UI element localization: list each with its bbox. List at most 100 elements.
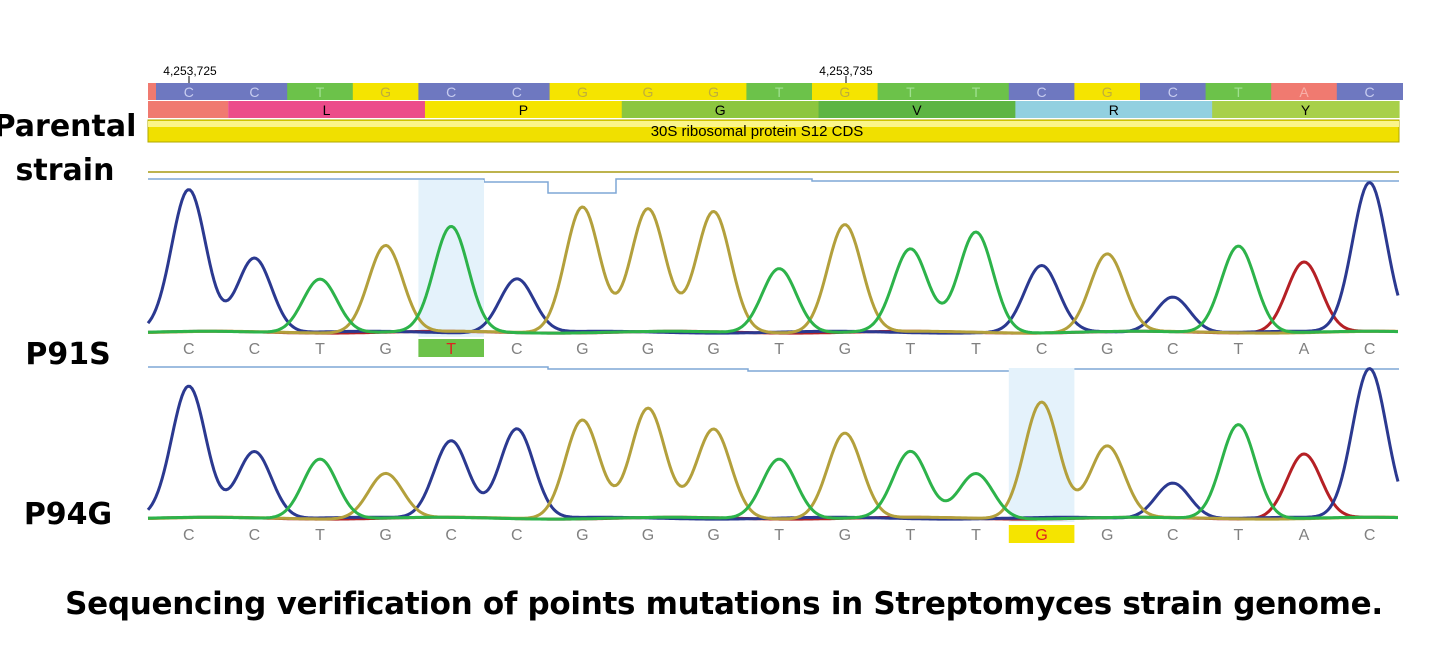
p94g-chromatogram	[146, 367, 1400, 521]
position-ruler: 4,253,725 4,253,735	[163, 64, 873, 83]
base-call: G	[642, 527, 654, 544]
seq-edge-cell	[148, 83, 156, 100]
figure-caption: Sequencing verification of points mutati…	[65, 586, 1383, 622]
seq-base-letter: T	[316, 84, 325, 100]
seq-cell	[877, 83, 944, 100]
seq-cell	[549, 83, 616, 100]
base-call: T	[315, 341, 325, 358]
base-call: G	[707, 527, 719, 544]
base-call: T	[971, 527, 981, 544]
seq-cell	[746, 83, 813, 100]
base-call: C	[511, 527, 523, 544]
base-call: C	[183, 341, 195, 358]
base-call: C	[249, 527, 261, 544]
base-call: T	[906, 341, 916, 358]
base-call: C	[1167, 527, 1179, 544]
p94g-coverage-line	[148, 366, 1399, 372]
seq-cell	[484, 83, 551, 100]
aa-letter: P	[519, 102, 528, 118]
p94g-label: P94G	[24, 497, 112, 532]
aa-letter: G	[715, 102, 726, 118]
highlight-band	[1008, 368, 1075, 522]
base-call: T	[774, 527, 784, 544]
seq-base-letter: C	[249, 84, 259, 100]
ruler-pos-2: 4,253,735	[819, 64, 873, 78]
base-call: G	[576, 527, 588, 544]
p91s-mutation-highlight	[418, 180, 484, 337]
seq-base-letter: C	[1037, 84, 1047, 100]
highlight-band	[418, 180, 484, 337]
seq-cell	[1205, 83, 1272, 100]
seq-cell	[1008, 83, 1075, 100]
seq-base-letter: T	[906, 84, 915, 100]
seq-base-letter: A	[1299, 84, 1309, 100]
seq-cell	[615, 83, 682, 100]
base-call: T	[1234, 527, 1244, 544]
parental-label-line1: Parental	[0, 109, 136, 144]
trace-G	[148, 205, 1398, 335]
base-call: G	[839, 341, 851, 358]
base-call: G	[1101, 341, 1113, 358]
cds-label: 30S ribosomal protein S12 CDS	[651, 123, 864, 140]
seq-cell	[352, 83, 419, 100]
base-call: C	[511, 341, 523, 358]
aa-cell	[228, 101, 426, 118]
seq-base-letter: G	[577, 84, 588, 100]
base-call: A	[1299, 527, 1310, 544]
base-call: T	[774, 341, 784, 358]
mutant-call-box	[1008, 525, 1075, 543]
mutant-base-call: T	[446, 341, 456, 358]
coverage-track	[148, 171, 1399, 194]
cds-annotation: 30S ribosomal protein S12 CDS	[147, 119, 1400, 143]
seq-base-letter: G	[708, 84, 719, 100]
aa-cell	[1212, 101, 1400, 118]
aa-letter: V	[912, 102, 922, 118]
aa-cell	[621, 101, 820, 118]
aa-partial-cell	[148, 101, 229, 118]
base-call: C	[1364, 527, 1376, 544]
base-call: G	[379, 527, 391, 544]
base-call: C	[1167, 341, 1179, 358]
base-call: G	[839, 527, 851, 544]
seq-base-letter: G	[839, 84, 850, 100]
seq-cell	[680, 83, 747, 100]
base-call: G	[576, 341, 588, 358]
seq-cell	[943, 83, 1010, 100]
seq-base-letter: C	[446, 84, 456, 100]
ruler-pos-1: 4,253,725	[163, 64, 217, 78]
seq-cell	[1140, 83, 1207, 100]
base-call: T	[906, 527, 916, 544]
aa-letter: Y	[1301, 102, 1311, 118]
base-call: C	[445, 527, 457, 544]
seq-base-letter: G	[1102, 84, 1113, 100]
seq-cell	[418, 83, 485, 100]
seq-base-letter: G	[380, 84, 391, 100]
seq-cell	[221, 83, 288, 100]
seq-base-letter: C	[1365, 84, 1375, 100]
mutant-call-box	[418, 339, 484, 357]
seq-base-letter: G	[643, 84, 654, 100]
seq-base-letter: T	[775, 84, 784, 100]
seq-base-letter: T	[972, 84, 981, 100]
base-call: G	[642, 341, 654, 358]
seq-cell	[1336, 83, 1403, 100]
base-call: T	[1234, 341, 1244, 358]
aa-letter: L	[323, 102, 331, 118]
trace-T	[147, 225, 1398, 335]
seq-cell	[156, 83, 223, 100]
seq-cell	[1074, 83, 1141, 100]
seq-base-letter: T	[1234, 84, 1243, 100]
parental-label-line2: strain	[16, 153, 115, 188]
base-call: G	[707, 341, 719, 358]
seq-base-letter: C	[184, 84, 194, 100]
aa-cell	[1015, 101, 1213, 118]
base-call: A	[1299, 341, 1310, 358]
seq-base-letter: C	[512, 84, 522, 100]
base-call: T	[971, 341, 981, 358]
base-call: G	[379, 341, 391, 358]
trace-T	[147, 423, 1398, 521]
